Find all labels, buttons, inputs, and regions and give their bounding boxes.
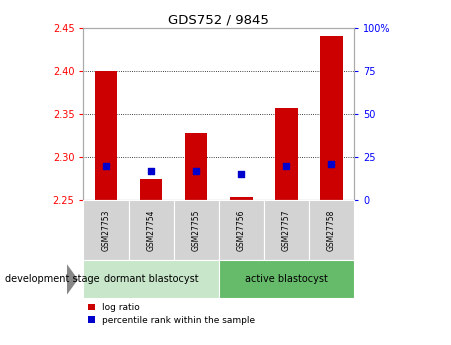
Text: active blastocyst: active blastocyst xyxy=(245,275,328,284)
Point xyxy=(328,161,335,167)
Bar xyxy=(83,200,129,260)
Bar xyxy=(185,133,207,200)
Text: GSM27754: GSM27754 xyxy=(147,209,156,251)
Text: GSM27757: GSM27757 xyxy=(282,209,291,251)
Text: GSM27753: GSM27753 xyxy=(101,209,110,251)
Bar xyxy=(83,260,219,298)
Point xyxy=(238,171,245,177)
Text: dormant blastocyst: dormant blastocyst xyxy=(104,275,198,284)
Bar xyxy=(275,108,298,200)
Text: GSM27756: GSM27756 xyxy=(237,209,246,251)
Text: GSM27758: GSM27758 xyxy=(327,210,336,251)
Point xyxy=(147,168,155,174)
Bar xyxy=(309,200,354,260)
Bar xyxy=(230,197,253,200)
Point xyxy=(193,168,200,174)
Text: GSM27755: GSM27755 xyxy=(192,209,201,251)
Bar xyxy=(219,260,354,298)
Polygon shape xyxy=(67,264,78,295)
Bar xyxy=(129,200,174,260)
Point xyxy=(102,163,110,168)
Bar xyxy=(219,200,264,260)
Legend: log ratio, percentile rank within the sample: log ratio, percentile rank within the sa… xyxy=(88,303,256,325)
Point xyxy=(283,163,290,168)
Title: GDS752 / 9845: GDS752 / 9845 xyxy=(168,13,269,27)
Text: development stage: development stage xyxy=(5,275,99,284)
Bar xyxy=(140,179,162,200)
Bar xyxy=(174,200,219,260)
Bar xyxy=(264,200,309,260)
Bar xyxy=(320,36,343,200)
Bar xyxy=(95,71,117,200)
